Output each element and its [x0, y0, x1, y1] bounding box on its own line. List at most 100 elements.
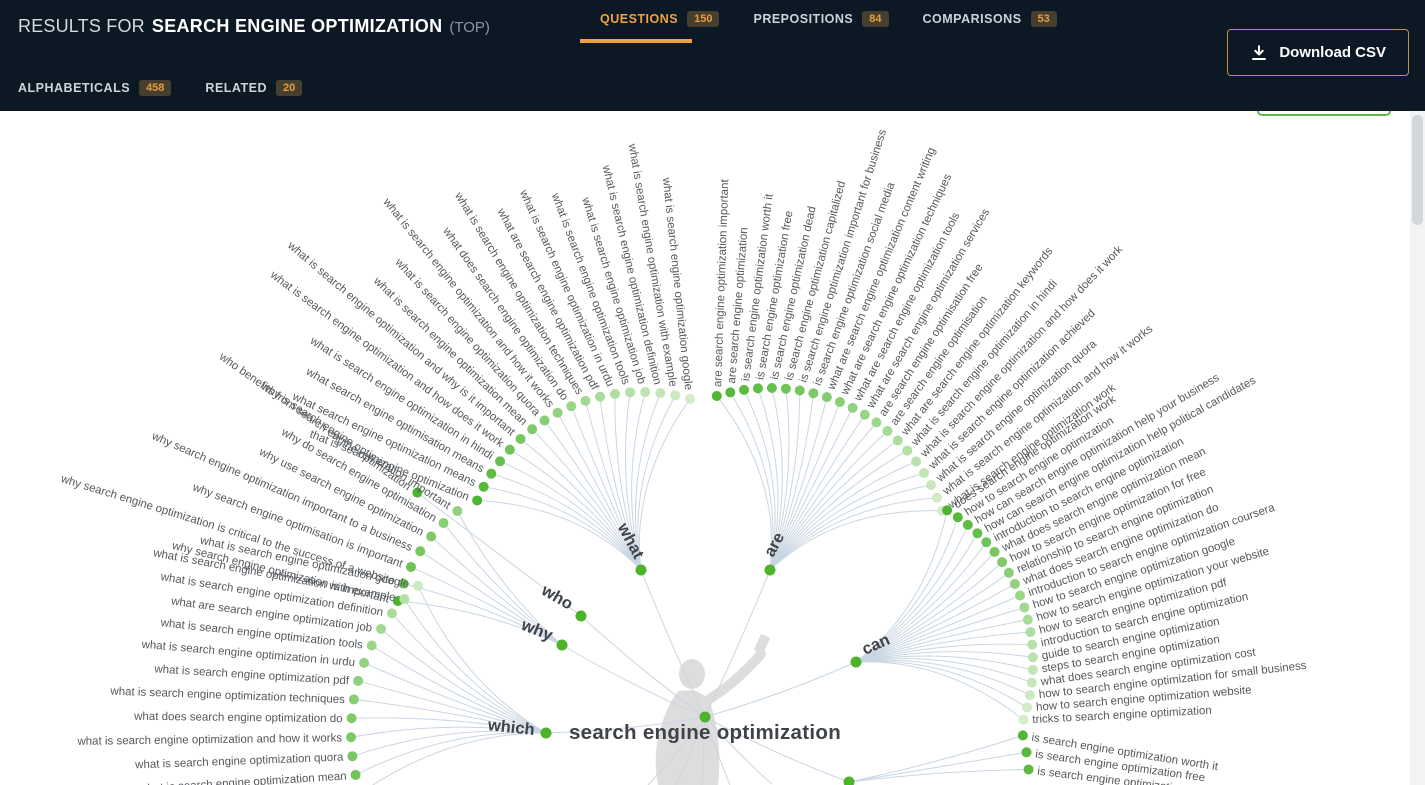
query-dot[interactable] — [495, 456, 506, 467]
query-dot[interactable] — [892, 435, 903, 446]
query-dot[interactable] — [794, 385, 805, 396]
query-dot[interactable] — [1027, 652, 1038, 663]
query-dot[interactable] — [386, 608, 397, 619]
query-dot[interactable] — [552, 407, 563, 418]
query-dot[interactable] — [685, 393, 696, 404]
query-dot[interactable] — [711, 390, 722, 401]
query-dot[interactable] — [911, 456, 922, 467]
tab-prepositions[interactable]: PREPOSITIONS 84 — [753, 11, 889, 27]
query-dot[interactable] — [478, 481, 489, 492]
query-dot[interactable] — [405, 561, 416, 572]
query-dot[interactable] — [376, 623, 387, 634]
query-dot[interactable] — [426, 531, 437, 542]
query-dot[interactable] — [346, 713, 357, 724]
query-dot[interactable] — [972, 528, 983, 539]
query-dot[interactable] — [1018, 714, 1029, 725]
query-dot[interactable] — [932, 492, 943, 503]
query-dot[interactable] — [1009, 578, 1020, 589]
query-dot[interactable] — [821, 392, 832, 403]
query-dot[interactable] — [472, 495, 483, 506]
query-dot[interactable] — [834, 396, 845, 407]
query-dot[interactable] — [752, 383, 763, 394]
query-dot[interactable] — [859, 409, 870, 420]
save-image-button-clipped[interactable] — [1257, 111, 1391, 116]
query-dot[interactable] — [1019, 602, 1030, 613]
query-label[interactable]: what is search engine optimization mean — [138, 771, 347, 785]
query-dot[interactable] — [962, 519, 973, 530]
query-dot[interactable] — [486, 468, 497, 479]
scrollbar-thumb[interactable] — [1412, 115, 1423, 225]
query-dot[interactable] — [670, 390, 681, 401]
query-dot[interactable] — [919, 468, 930, 479]
query-dot[interactable] — [871, 417, 882, 428]
query-dot[interactable] — [766, 383, 777, 394]
query-dot[interactable] — [348, 694, 359, 705]
query-dot[interactable] — [566, 401, 577, 412]
query-dot[interactable] — [452, 506, 463, 517]
query-dot[interactable] — [527, 424, 538, 435]
query-dot[interactable] — [1003, 567, 1014, 578]
query-dot[interactable] — [350, 769, 361, 780]
tab-alphabeticals[interactable]: ALPHABETICALS 458 — [18, 80, 172, 96]
query-label[interactable]: what is search engine optimization techn… — [109, 686, 345, 707]
query-dot[interactable] — [808, 388, 819, 399]
query-dot[interactable] — [580, 395, 591, 406]
query-dot[interactable] — [595, 391, 606, 402]
query-dot[interactable] — [515, 433, 526, 444]
query-dot[interactable] — [739, 384, 750, 395]
query-dot[interactable] — [1023, 764, 1034, 775]
query-dot[interactable] — [438, 518, 449, 529]
query-dot[interactable] — [1015, 590, 1026, 601]
query-dot[interactable] — [1027, 664, 1038, 675]
tab-questions[interactable]: QUESTIONS 150 — [600, 11, 720, 27]
query-dot[interactable] — [952, 512, 963, 523]
query-dot[interactable] — [847, 402, 858, 413]
tab-comparisons[interactable]: COMPARISONS 53 — [923, 11, 1057, 27]
query-dot[interactable] — [942, 505, 953, 516]
query-label[interactable]: what is search engine optimization pdf — [153, 663, 350, 687]
query-dot[interactable] — [353, 675, 364, 686]
query-dot[interactable] — [412, 487, 423, 498]
query-label[interactable]: what does search engine optimization do — [133, 711, 343, 725]
query-dot[interactable] — [346, 732, 357, 743]
query-dot[interactable] — [1027, 639, 1038, 650]
query-dot[interactable] — [1017, 730, 1028, 741]
query-dot[interactable] — [399, 593, 410, 604]
query-dot[interactable] — [539, 415, 550, 426]
query-label[interactable]: why search engine optimization important… — [149, 430, 414, 554]
query-dot[interactable] — [882, 425, 893, 436]
query-dot[interactable] — [981, 537, 992, 548]
query-label[interactable]: what is search engine optimization and h… — [76, 732, 342, 747]
query-dot[interactable] — [780, 383, 791, 394]
query-dot[interactable] — [997, 557, 1008, 568]
query-curve — [769, 414, 866, 571]
query-dot[interactable] — [902, 445, 913, 456]
query-dot[interactable] — [415, 546, 426, 557]
query-dot[interactable] — [989, 546, 1000, 557]
query-dot[interactable] — [504, 444, 515, 455]
query-curve — [599, 396, 642, 571]
query-dot[interactable] — [413, 580, 424, 591]
query-dot[interactable] — [609, 388, 620, 399]
query-dot[interactable] — [398, 578, 409, 589]
tab-related[interactable]: RELATED 20 — [205, 80, 303, 96]
download-csv-button[interactable]: Download CSV — [1227, 29, 1409, 76]
query-label[interactable]: what is search engine optimization quora — [134, 752, 344, 772]
query-dot[interactable] — [1025, 627, 1036, 638]
query-dot[interactable] — [1022, 702, 1033, 713]
query-dot[interactable] — [640, 387, 651, 398]
query-dot[interactable] — [725, 387, 736, 398]
query-dot[interactable] — [1021, 747, 1032, 758]
query-dot[interactable] — [347, 751, 358, 762]
query-dot[interactable] — [925, 480, 936, 491]
query-dot[interactable] — [625, 387, 636, 398]
query-dot[interactable] — [1022, 614, 1033, 625]
query-dot[interactable] — [1026, 677, 1037, 688]
query-dot[interactable] — [1024, 690, 1035, 701]
query-dot[interactable] — [359, 657, 370, 668]
query-curve — [769, 461, 917, 571]
query-dot[interactable] — [366, 640, 377, 651]
vertical-scrollbar[interactable] — [1410, 111, 1425, 785]
query-curve — [848, 734, 1024, 783]
query-dot[interactable] — [655, 388, 666, 399]
